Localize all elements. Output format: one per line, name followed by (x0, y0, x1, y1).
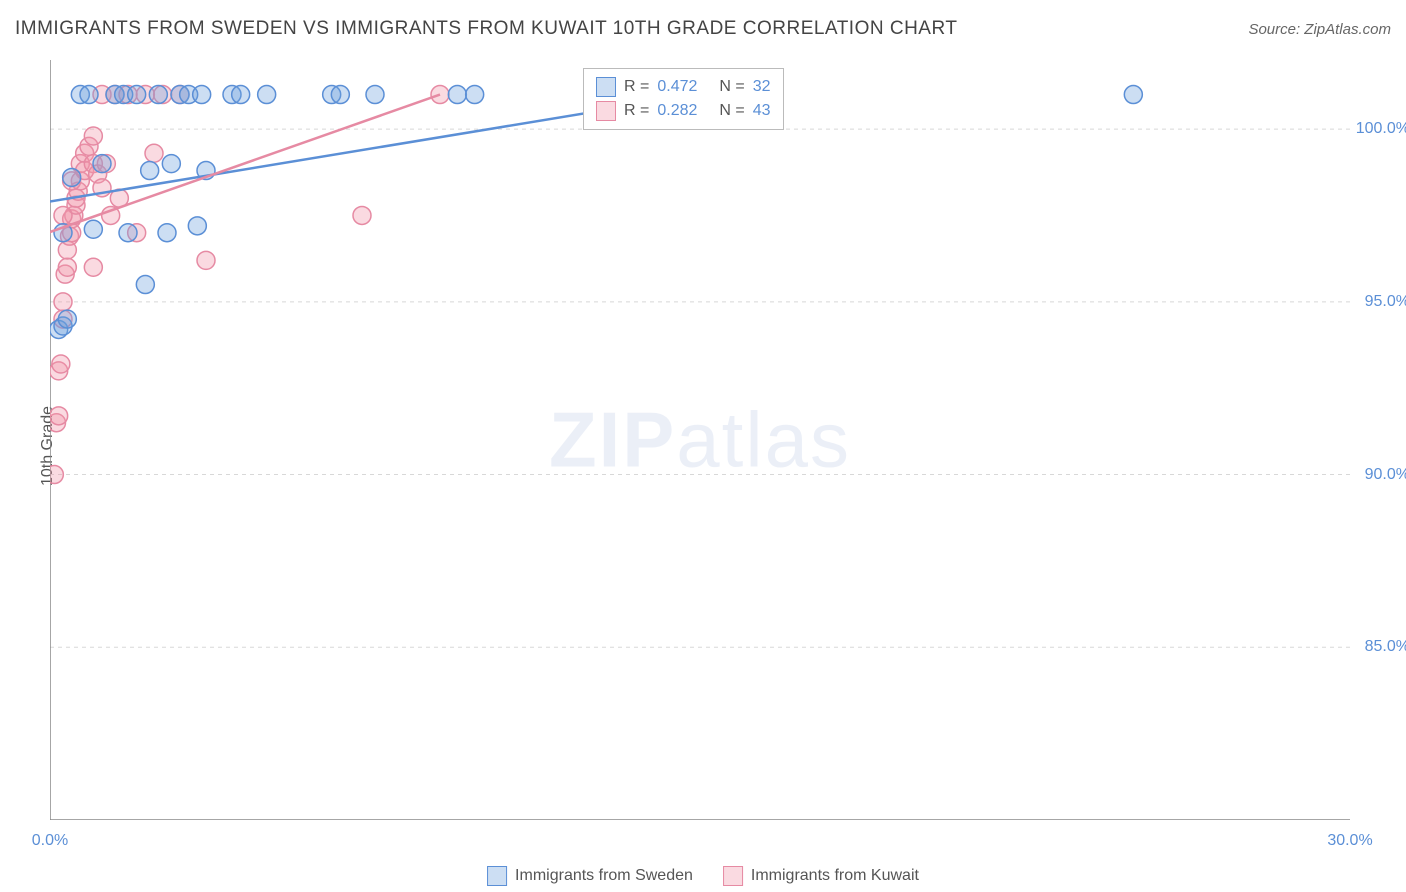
legend-item: Immigrants from Sweden (487, 866, 693, 886)
legend-swatch (723, 866, 743, 886)
legend-label: Immigrants from Sweden (515, 867, 693, 885)
y-tick-label: 95.0% (1365, 293, 1406, 311)
source-label: Source: ZipAtlas.com (1248, 21, 1391, 38)
legend-n-value: 32 (753, 78, 771, 96)
legend-label: Immigrants from Kuwait (751, 867, 919, 885)
header: IMMIGRANTS FROM SWEDEN VS IMMIGRANTS FRO… (15, 18, 1391, 40)
legend-row: R = 0.282 N = 43 (596, 99, 771, 123)
legend-n-value: 43 (753, 102, 771, 120)
legend-row: R = 0.472 N = 32 (596, 75, 771, 99)
correlation-legend: R = 0.472 N = 32 R = 0.282 N = 43 (583, 68, 784, 130)
legend-r-label: R = (624, 78, 649, 96)
legend-r-label: R = (624, 102, 649, 120)
series-legend: Immigrants from Sweden Immigrants from Ku… (487, 866, 919, 886)
y-tick-label: 90.0% (1365, 466, 1406, 484)
legend-n-label: N = (719, 102, 744, 120)
watermark-bold: ZIP (549, 396, 676, 484)
y-tick-label: 100.0% (1356, 120, 1406, 138)
x-tick-label: 30.0% (1327, 832, 1372, 850)
watermark: ZIPatlas (549, 395, 851, 486)
y-tick-label: 85.0% (1365, 638, 1406, 656)
legend-swatch (596, 101, 616, 121)
legend-r-value: 0.282 (657, 102, 697, 120)
chart-area: 85.0%90.0%95.0%100.0% 0.0%30.0% R =0.472… (50, 60, 1350, 820)
legend-item: Immigrants from Kuwait (723, 866, 919, 886)
legend-swatch (487, 866, 507, 886)
page-title: IMMIGRANTS FROM SWEDEN VS IMMIGRANTS FRO… (15, 18, 957, 40)
legend-n-label: N = (719, 78, 744, 96)
watermark-rest: atlas (676, 396, 851, 484)
legend-swatch (596, 77, 616, 97)
legend-r-value: 0.472 (657, 78, 697, 96)
x-tick-label: 0.0% (32, 832, 68, 850)
